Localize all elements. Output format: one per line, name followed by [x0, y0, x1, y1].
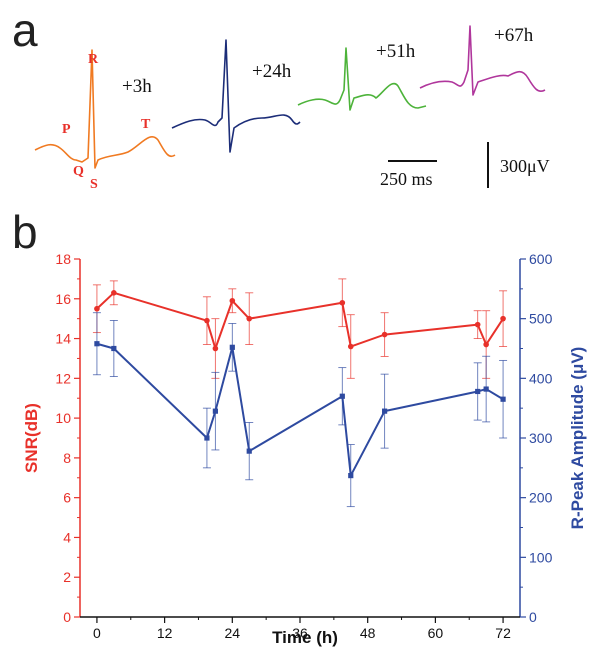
data-point — [347, 343, 354, 350]
data-point — [204, 317, 210, 324]
data-point — [212, 345, 219, 352]
wave-label-q: Q — [73, 164, 84, 179]
data-point — [382, 408, 388, 414]
y-right-tick-label: 300 — [529, 430, 553, 446]
data-point — [94, 305, 100, 312]
data-point — [204, 435, 210, 441]
ecg-trace-4 — [419, 25, 546, 96]
y-right-tick-label: 500 — [529, 311, 553, 327]
wave-label-t: T — [141, 117, 151, 132]
x-tick-label: 72 — [495, 625, 511, 641]
y-left-tick-label: 8 — [63, 450, 71, 466]
ecg-trace-1 — [34, 49, 176, 169]
y-left-tick-label: 0 — [63, 609, 71, 625]
x-tick-label: 60 — [428, 625, 444, 641]
data-point — [483, 341, 489, 348]
x-axis-title: Time (h) — [272, 628, 338, 647]
x-tick-label: 48 — [360, 625, 376, 641]
data-point — [339, 393, 345, 399]
data-point — [94, 341, 100, 347]
y-axis-left-title: SNR(dB) — [22, 403, 41, 473]
wave-label-r: R — [88, 52, 99, 67]
time-scale-label: 250 ms — [380, 169, 433, 189]
data-point — [339, 299, 346, 306]
panel-b-letter: b — [12, 206, 38, 258]
y-left-tick-label: 12 — [55, 370, 71, 386]
x-tick-label: 36 — [292, 625, 308, 641]
y-left-tick-label: 16 — [55, 291, 71, 307]
data-point — [212, 408, 218, 414]
data-point — [229, 297, 236, 304]
y-right-tick-label: 200 — [529, 490, 553, 506]
data-point — [246, 315, 253, 322]
panel-a-letter: a — [12, 4, 38, 56]
wave-label-s: S — [90, 177, 98, 192]
voltage-scale-label: 300μV — [500, 156, 550, 176]
y-right-tick-label: 100 — [529, 549, 553, 565]
data-point — [229, 344, 235, 350]
x-tick-label: 24 — [225, 625, 241, 641]
data-point — [475, 388, 481, 395]
y-axis-right-title: R-Peak Amplitude (μV) — [568, 347, 587, 530]
data-point — [483, 386, 489, 392]
series-right-axis — [92, 312, 508, 508]
trace-time-label-1: +3h — [122, 76, 152, 97]
data-point — [111, 345, 117, 352]
trace-time-label-3: +51h — [376, 41, 416, 62]
data-point — [246, 448, 252, 454]
y-right-tick-label: 0 — [529, 609, 537, 625]
data-point — [500, 396, 506, 402]
series-line — [96, 342, 504, 477]
data-point — [111, 290, 117, 296]
trace-time-label-2: +24h — [252, 61, 292, 82]
trace-time-label-4: +67h — [494, 25, 534, 46]
y-left-tick-label: 18 — [55, 251, 71, 267]
y-left-tick-label: 2 — [63, 569, 71, 585]
y-left-tick-label: 6 — [63, 490, 71, 506]
y-right-tick-label: 400 — [529, 370, 553, 386]
series-line — [96, 291, 504, 350]
y-left-tick-label: 14 — [55, 331, 71, 347]
x-tick-label: 12 — [157, 625, 173, 641]
ecg-trace-2 — [171, 39, 301, 153]
y-right-tick-label: 600 — [529, 251, 553, 267]
data-point — [348, 472, 354, 479]
y-left-tick-label: 10 — [55, 410, 71, 426]
data-point — [381, 331, 388, 338]
data-point — [474, 321, 481, 328]
ecg-trace-3 — [297, 47, 427, 111]
ecg-traces — [34, 25, 546, 169]
data-point — [500, 315, 506, 322]
x-tick-label: 0 — [93, 625, 101, 641]
wave-label-p: P — [62, 122, 71, 137]
series-left-axis — [92, 278, 508, 379]
y-left-tick-label: 4 — [63, 529, 71, 545]
